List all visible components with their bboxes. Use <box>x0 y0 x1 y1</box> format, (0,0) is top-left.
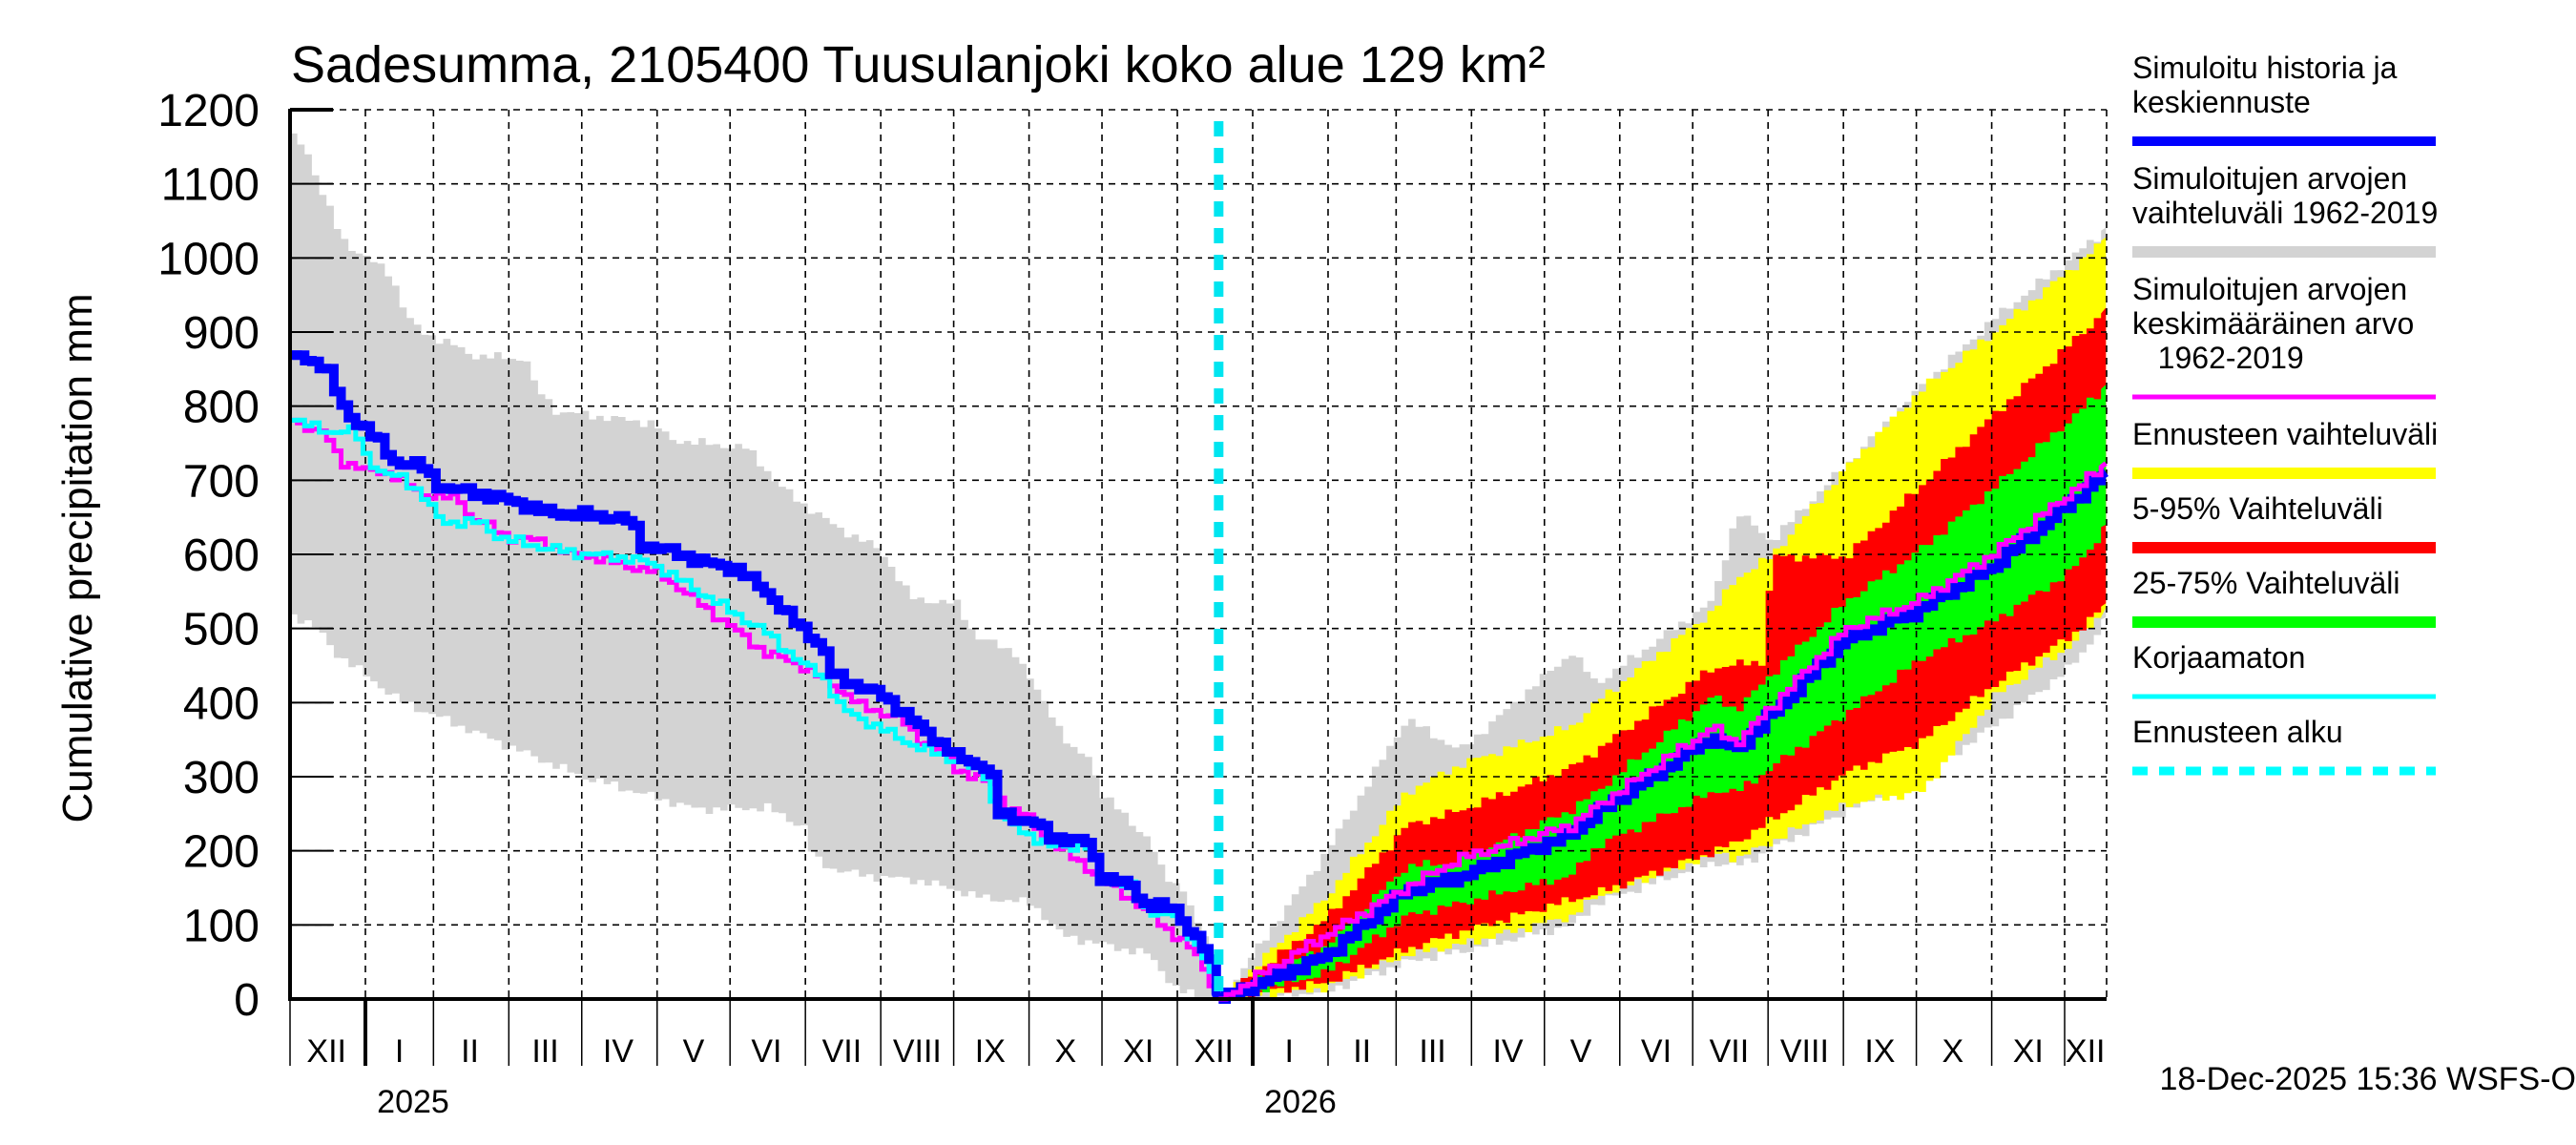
legend-item: Ennusteen alku <box>2132 715 2436 776</box>
month-label: XII <box>2066 1033 2106 1070</box>
y-tick-label: 1000 <box>157 234 260 284</box>
month-label: VI <box>751 1033 781 1070</box>
month-label: V <box>683 1033 705 1070</box>
legend-label: Ennusteen alku <box>2132 715 2343 749</box>
y-tick-label: 300 <box>183 753 260 803</box>
p5-95-band <box>1218 307 2107 999</box>
month-label: X <box>1054 1033 1076 1070</box>
legend-label: Korjaamaton <box>2132 640 2305 675</box>
history-line <box>290 350 1223 1001</box>
legend-item: Korjaamaton <box>2132 640 2436 699</box>
legend-label: 25-75% Vaihteluväli <box>2132 566 2399 600</box>
sim-mean-forecast-line <box>1218 461 2108 1002</box>
month-label: XI <box>2013 1033 2044 1070</box>
legend-label: keskimääräinen arvo <box>2132 306 2414 341</box>
month-label: III <box>1419 1033 1445 1070</box>
legend-label: vaihteluväli 1962-2019 <box>2132 196 2438 230</box>
chart-title: Sadesumma, 2105400 Tuusulanjoki koko alu… <box>291 36 1546 94</box>
month-label: IX <box>975 1033 1006 1070</box>
month-label: XII <box>1194 1033 1234 1070</box>
legend-label: Simuloitujen arvojen <box>2132 272 2407 306</box>
band-layer <box>290 133 2107 1000</box>
month-label: XII <box>306 1033 346 1070</box>
month-label: X <box>1942 1033 1963 1070</box>
axes-layer: 0 100 200 300 400 500 600 700 800 900 1000 1100 1200… <box>157 86 2107 1120</box>
month-label: IX <box>1864 1033 1895 1070</box>
legend-label: keskiennuste <box>2132 85 2311 119</box>
y-tick-label: 1200 <box>157 86 260 136</box>
month-label: I <box>395 1033 404 1070</box>
y-tick-label: 900 <box>183 308 260 359</box>
month-label: II <box>1353 1033 1371 1070</box>
month-label: I <box>1284 1033 1293 1070</box>
month-label: VIII <box>1780 1033 1829 1070</box>
y-tick-label: 700 <box>183 456 260 507</box>
month-label: III <box>531 1033 558 1070</box>
y-tick-label: 200 <box>183 827 260 878</box>
month-label: V <box>1570 1033 1592 1070</box>
month-label: II <box>461 1033 479 1070</box>
forecast-median-line <box>1218 468 2109 1004</box>
y-tick-label: 400 <box>183 678 260 729</box>
y-tick-label: 600 <box>183 531 260 581</box>
legend-item: 25-75% Vaihteluväli <box>2132 566 2436 628</box>
y-tick-label: 500 <box>183 605 260 656</box>
y-tick-label: 100 <box>183 901 260 951</box>
y-axis-label: Cumulative precipitation mm <box>54 293 101 822</box>
legend-label: 5-95% Vaihteluväli <box>2132 491 2383 526</box>
legend-label: Ennusteen vaihteluväli <box>2132 417 2438 451</box>
year-label: 2025 <box>377 1084 449 1120</box>
month-label: IV <box>603 1033 634 1070</box>
month-label: IV <box>1492 1033 1523 1070</box>
legend-label: Simuloitu historia ja <box>2132 51 2398 85</box>
timestamp-label: 18-Dec-2025 15:36 WSFS-O <box>2159 1061 2576 1097</box>
month-label: VII <box>1710 1033 1750 1070</box>
legend-item: 5-95% Vaihteluväli <box>2132 491 2436 553</box>
month-label: VIII <box>893 1033 942 1070</box>
month-label: XI <box>1123 1033 1153 1070</box>
line-layer <box>290 121 2109 1004</box>
month-label: VII <box>822 1033 862 1070</box>
year-label: 2026 <box>1264 1084 1337 1120</box>
forecast-range-band <box>1218 237 2107 1000</box>
y-tick-label: 0 <box>234 975 260 1026</box>
legend: Simuloitu historia jakeskiennusteSimuloi… <box>2132 51 2438 776</box>
sim-range-history-band <box>290 133 1219 999</box>
month-label: VI <box>1641 1033 1672 1070</box>
y-tick-label: 800 <box>183 383 260 433</box>
legend-item: Ennusteen vaihteluväli <box>2132 417 2438 479</box>
legend-label: 1962-2019 <box>2132 341 2304 375</box>
grid-layer <box>290 109 2108 999</box>
y-tick-label: 1100 <box>161 160 260 211</box>
legend-label: Simuloitujen arvojen <box>2132 161 2407 196</box>
